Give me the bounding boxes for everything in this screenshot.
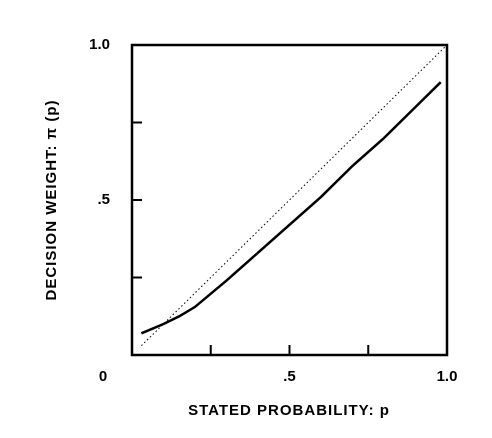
x-tick-label: 1.0 <box>437 368 458 385</box>
y-axis-label: DECISION WEIGHT: π (p) <box>43 100 60 301</box>
y-tick-label: .5 <box>97 191 110 208</box>
curve-line <box>140 81 442 335</box>
x-tick-label: 0 <box>99 368 107 385</box>
x-tick-label: .5 <box>283 368 296 385</box>
x-axis-label: STATED PROBABILITY: p <box>188 402 390 419</box>
y-tick-label: 1.0 <box>89 36 110 53</box>
diagonal-line <box>141 44 448 347</box>
